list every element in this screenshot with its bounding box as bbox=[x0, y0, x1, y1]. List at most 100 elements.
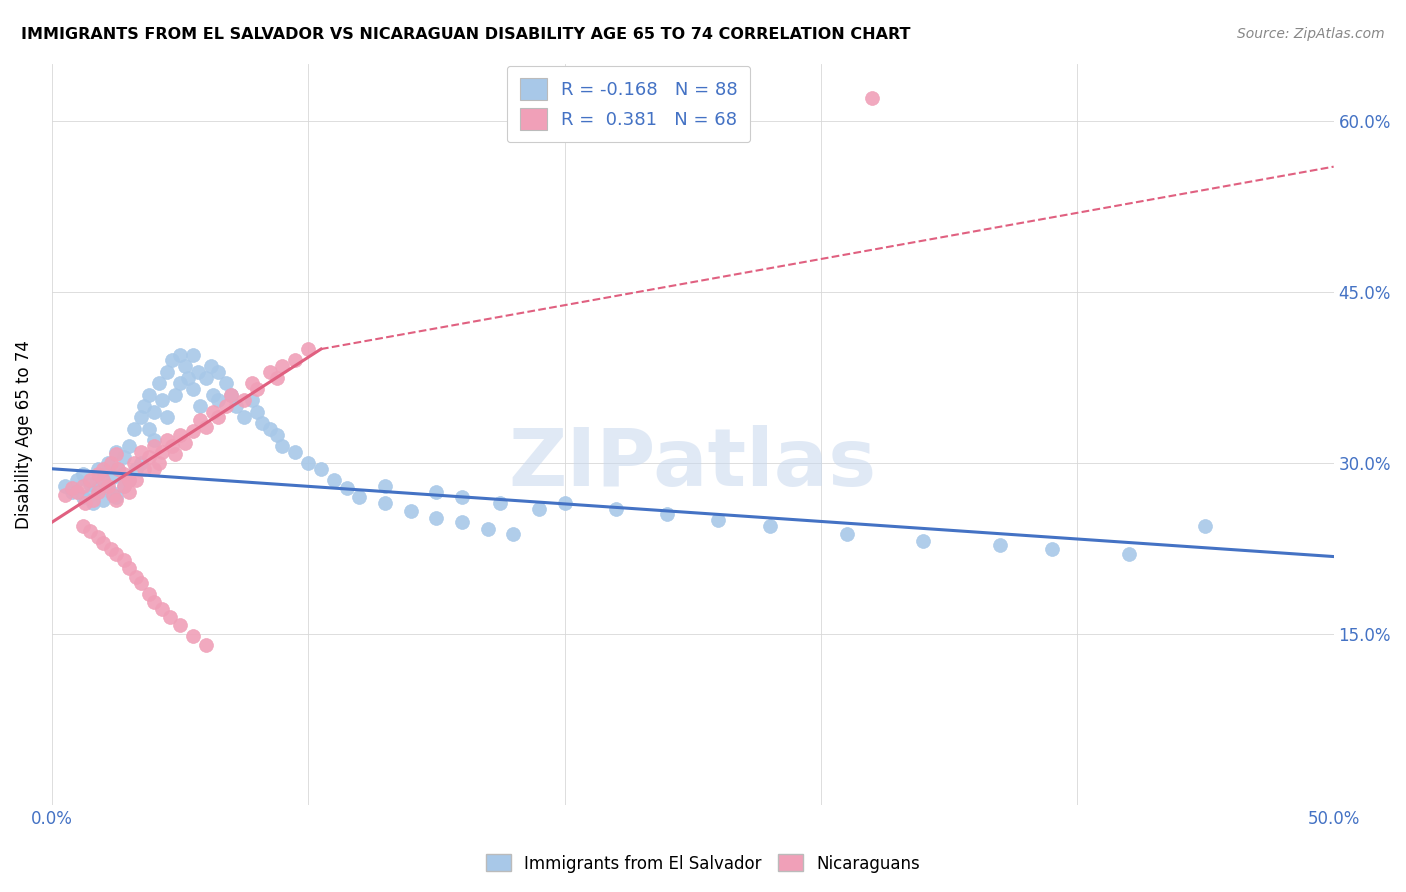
Point bbox=[138, 422, 160, 436]
Point bbox=[143, 439, 166, 453]
Point bbox=[79, 524, 101, 539]
Point bbox=[374, 496, 396, 510]
Point bbox=[707, 513, 730, 527]
Point bbox=[118, 484, 141, 499]
Point bbox=[91, 492, 114, 507]
Point bbox=[215, 399, 238, 413]
Point bbox=[215, 376, 238, 391]
Point bbox=[266, 427, 288, 442]
Point bbox=[66, 484, 89, 499]
Point bbox=[162, 439, 184, 453]
Point bbox=[309, 462, 332, 476]
Point bbox=[118, 473, 141, 487]
Point bbox=[131, 410, 153, 425]
Point bbox=[118, 473, 141, 487]
Point bbox=[988, 538, 1011, 552]
Point bbox=[225, 399, 247, 413]
Point bbox=[190, 413, 212, 427]
Point bbox=[233, 410, 256, 425]
Point bbox=[100, 484, 122, 499]
Point bbox=[87, 481, 110, 495]
Point bbox=[860, 91, 883, 105]
Point bbox=[176, 370, 198, 384]
Point bbox=[202, 405, 225, 419]
Point bbox=[91, 462, 114, 476]
Legend: Immigrants from El Salvador, Nicaraguans: Immigrants from El Salvador, Nicaraguans bbox=[479, 847, 927, 880]
Point bbox=[1118, 547, 1140, 561]
Point bbox=[150, 444, 173, 458]
Point bbox=[451, 490, 474, 504]
Point bbox=[271, 439, 294, 453]
Point bbox=[207, 393, 229, 408]
Point bbox=[163, 447, 186, 461]
Point bbox=[87, 530, 110, 544]
Point bbox=[912, 533, 935, 548]
Point bbox=[100, 456, 122, 470]
Point bbox=[336, 481, 359, 495]
Point bbox=[87, 462, 110, 476]
Point bbox=[259, 365, 281, 379]
Point bbox=[104, 492, 127, 507]
Point bbox=[107, 462, 129, 476]
Point bbox=[240, 393, 263, 408]
Point bbox=[194, 639, 217, 653]
Point bbox=[87, 484, 110, 499]
Point bbox=[502, 526, 524, 541]
Point bbox=[246, 405, 269, 419]
Point bbox=[72, 479, 94, 493]
Point bbox=[1194, 518, 1216, 533]
Point bbox=[132, 399, 155, 413]
Point bbox=[266, 370, 288, 384]
Point bbox=[125, 462, 148, 476]
Point bbox=[1040, 541, 1063, 556]
Point bbox=[66, 473, 89, 487]
Point bbox=[169, 618, 191, 632]
Point bbox=[169, 427, 191, 442]
Point bbox=[104, 444, 127, 458]
Point bbox=[60, 481, 83, 495]
Point bbox=[131, 456, 153, 470]
Point bbox=[104, 490, 127, 504]
Point bbox=[246, 382, 269, 396]
Point bbox=[489, 496, 512, 510]
Point bbox=[219, 387, 242, 401]
Text: Source: ZipAtlas.com: Source: ZipAtlas.com bbox=[1237, 27, 1385, 41]
Point bbox=[72, 518, 94, 533]
Text: ZIPatlas: ZIPatlas bbox=[509, 425, 877, 503]
Point bbox=[451, 516, 474, 530]
Point bbox=[374, 479, 396, 493]
Point bbox=[284, 444, 307, 458]
Point bbox=[138, 587, 160, 601]
Point bbox=[79, 476, 101, 491]
Point bbox=[53, 488, 76, 502]
Point bbox=[131, 575, 153, 590]
Point bbox=[150, 602, 173, 616]
Point bbox=[112, 553, 135, 567]
Point bbox=[60, 484, 83, 499]
Point bbox=[527, 501, 550, 516]
Point bbox=[233, 393, 256, 408]
Point bbox=[148, 456, 170, 470]
Point bbox=[97, 479, 120, 493]
Point bbox=[322, 473, 344, 487]
Point bbox=[169, 376, 191, 391]
Point bbox=[284, 353, 307, 368]
Point bbox=[202, 387, 225, 401]
Point bbox=[150, 393, 173, 408]
Point bbox=[148, 376, 170, 391]
Point bbox=[297, 456, 319, 470]
Point bbox=[112, 467, 135, 482]
Point bbox=[122, 456, 145, 470]
Point bbox=[259, 422, 281, 436]
Point bbox=[219, 387, 242, 401]
Point bbox=[174, 359, 197, 374]
Point bbox=[138, 387, 160, 401]
Point bbox=[87, 467, 110, 482]
Point bbox=[143, 405, 166, 419]
Point bbox=[425, 510, 447, 524]
Point bbox=[91, 473, 114, 487]
Point bbox=[207, 365, 229, 379]
Point bbox=[107, 462, 129, 476]
Point bbox=[207, 410, 229, 425]
Point bbox=[112, 479, 135, 493]
